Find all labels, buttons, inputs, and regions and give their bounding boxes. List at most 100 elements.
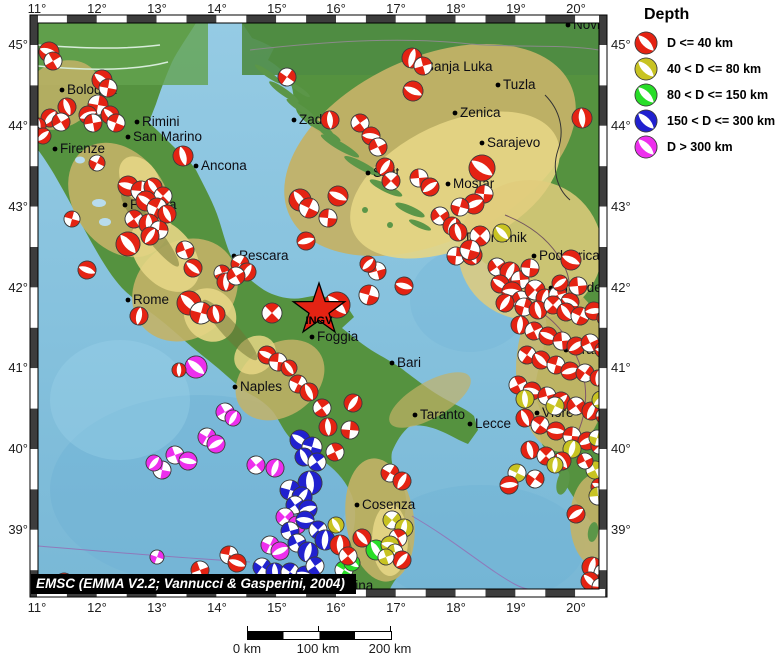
focal-mechanism <box>530 415 550 435</box>
focal-mechanism <box>448 222 468 242</box>
city-label: Ancona <box>201 158 247 173</box>
focal-mechanism <box>566 336 586 356</box>
legend-item-label: 40 < D <= 80 km <box>667 62 762 76</box>
focal-mechanism <box>551 274 569 292</box>
legend-item-label: 150 < D <= 300 km <box>667 114 776 128</box>
city-san-marino: San Marino <box>125 129 202 144</box>
focal-mechanism <box>580 333 599 353</box>
scale-label: 100 km <box>296 641 340 656</box>
city-label: Tuzla <box>503 77 536 92</box>
focal-mechanism <box>307 452 327 472</box>
city-lecce: Lecce <box>467 416 511 431</box>
depth-legend: Depth D <= 40 km 40 < D <= 80 km 80 < D <=… <box>616 6 776 160</box>
city-naples: Naples <box>232 379 282 394</box>
lat-label-left: 43° <box>8 199 28 214</box>
lon-label-top: 11° <box>27 1 47 16</box>
focal-mechanism <box>145 454 163 472</box>
focal-mechanism <box>277 67 297 87</box>
legend-item: 40 < D <= 80 km <box>616 56 774 82</box>
focal-mechanism <box>392 471 412 491</box>
focal-mechanism <box>538 326 558 346</box>
lon-label-bottom: 14° <box>207 600 227 615</box>
city-label: Novi Sad <box>573 17 628 32</box>
focal-mechanism <box>377 548 395 566</box>
ingv-star <box>291 280 347 334</box>
city-dot <box>125 297 131 303</box>
focal-mechanism <box>184 355 208 379</box>
focal-mechanism <box>265 458 285 478</box>
focal-mechanism <box>499 475 519 495</box>
focal-mechanism <box>83 113 103 133</box>
focal-mechanism <box>468 154 496 182</box>
focal-mechanism <box>172 145 194 167</box>
focal-mechanism <box>226 266 246 286</box>
city-dot <box>495 82 501 88</box>
focal-mechanism <box>596 309 599 327</box>
ingv-star-label: INGV <box>306 315 334 327</box>
focal-mechanism <box>352 528 372 548</box>
focal-mechanism <box>189 301 213 325</box>
lon-label-top: 17° <box>386 1 406 16</box>
lat-label-right: 43° <box>611 199 631 214</box>
city-novi-sad: Novi Sad <box>565 17 628 32</box>
city-pescara: Pescara <box>231 248 289 263</box>
city-rome: Rome <box>125 292 169 307</box>
lat-label-left: 41° <box>8 360 28 375</box>
city-dot <box>122 202 128 208</box>
focal-mechanism <box>469 225 491 247</box>
focal-mechanism <box>206 304 226 324</box>
focal-mechanism <box>517 345 537 365</box>
city-label: San Marino <box>133 129 202 144</box>
focal-mechanism <box>343 393 363 413</box>
focal-mechanism <box>413 56 433 76</box>
focal-mechanism <box>298 197 320 219</box>
city-bari: Bari <box>389 355 421 370</box>
focal-mechanism <box>556 302 576 322</box>
focal-mechanism <box>495 293 515 313</box>
lon-label-top: 19° <box>506 1 526 16</box>
focal-mechanism <box>183 258 203 278</box>
city-tuzla: Tuzla <box>495 77 536 92</box>
focal-mechanism <box>98 78 118 98</box>
city-label: Rome <box>133 292 169 307</box>
lat-label-right: 42° <box>611 280 631 295</box>
focal-mechanism <box>459 239 481 261</box>
focal-mechanism <box>359 255 377 273</box>
city-dot <box>534 410 540 416</box>
city-label: Firenze <box>60 141 105 156</box>
focal-mechanism <box>57 97 77 117</box>
city-dot <box>389 360 395 366</box>
focal-mechanism <box>51 112 71 132</box>
city-label: Bari <box>397 355 421 370</box>
scale-label: 200 km <box>368 641 412 656</box>
focal-mechanism <box>299 382 319 402</box>
focal-mechanism <box>375 157 395 177</box>
city-dot <box>232 384 238 390</box>
legend-item-label: D <= 40 km <box>667 36 734 50</box>
focal-mechanism <box>591 577 599 589</box>
lon-label-bottom: 17° <box>386 600 406 615</box>
legend-item-label: 80 < D <= 150 km <box>667 88 769 102</box>
city-dot <box>52 146 58 152</box>
focal-mechanism <box>338 546 358 566</box>
focal-mechanism <box>124 209 144 229</box>
city-label: Sarajevo <box>487 135 540 150</box>
city-taranto: Taranto <box>412 407 465 422</box>
lon-label-top: 20° <box>566 1 586 16</box>
scale-bar-segments <box>247 631 392 640</box>
focal-mechanism <box>588 429 599 447</box>
lat-label-right: 41° <box>611 360 631 375</box>
focal-mechanism <box>88 154 106 172</box>
focal-mechanism <box>296 231 316 251</box>
legend-item: 150 < D <= 300 km <box>616 108 776 134</box>
focal-mechanism <box>175 240 195 260</box>
focal-mechanism <box>327 185 349 207</box>
legend-beachball-icon <box>634 57 658 81</box>
focal-mechanism <box>295 510 315 530</box>
focal-mechanism <box>327 516 345 534</box>
city-label: Foggia <box>317 329 359 344</box>
focal-mechanism <box>318 208 338 228</box>
lon-label-top: 16° <box>326 1 346 16</box>
focal-mechanism <box>571 107 593 129</box>
